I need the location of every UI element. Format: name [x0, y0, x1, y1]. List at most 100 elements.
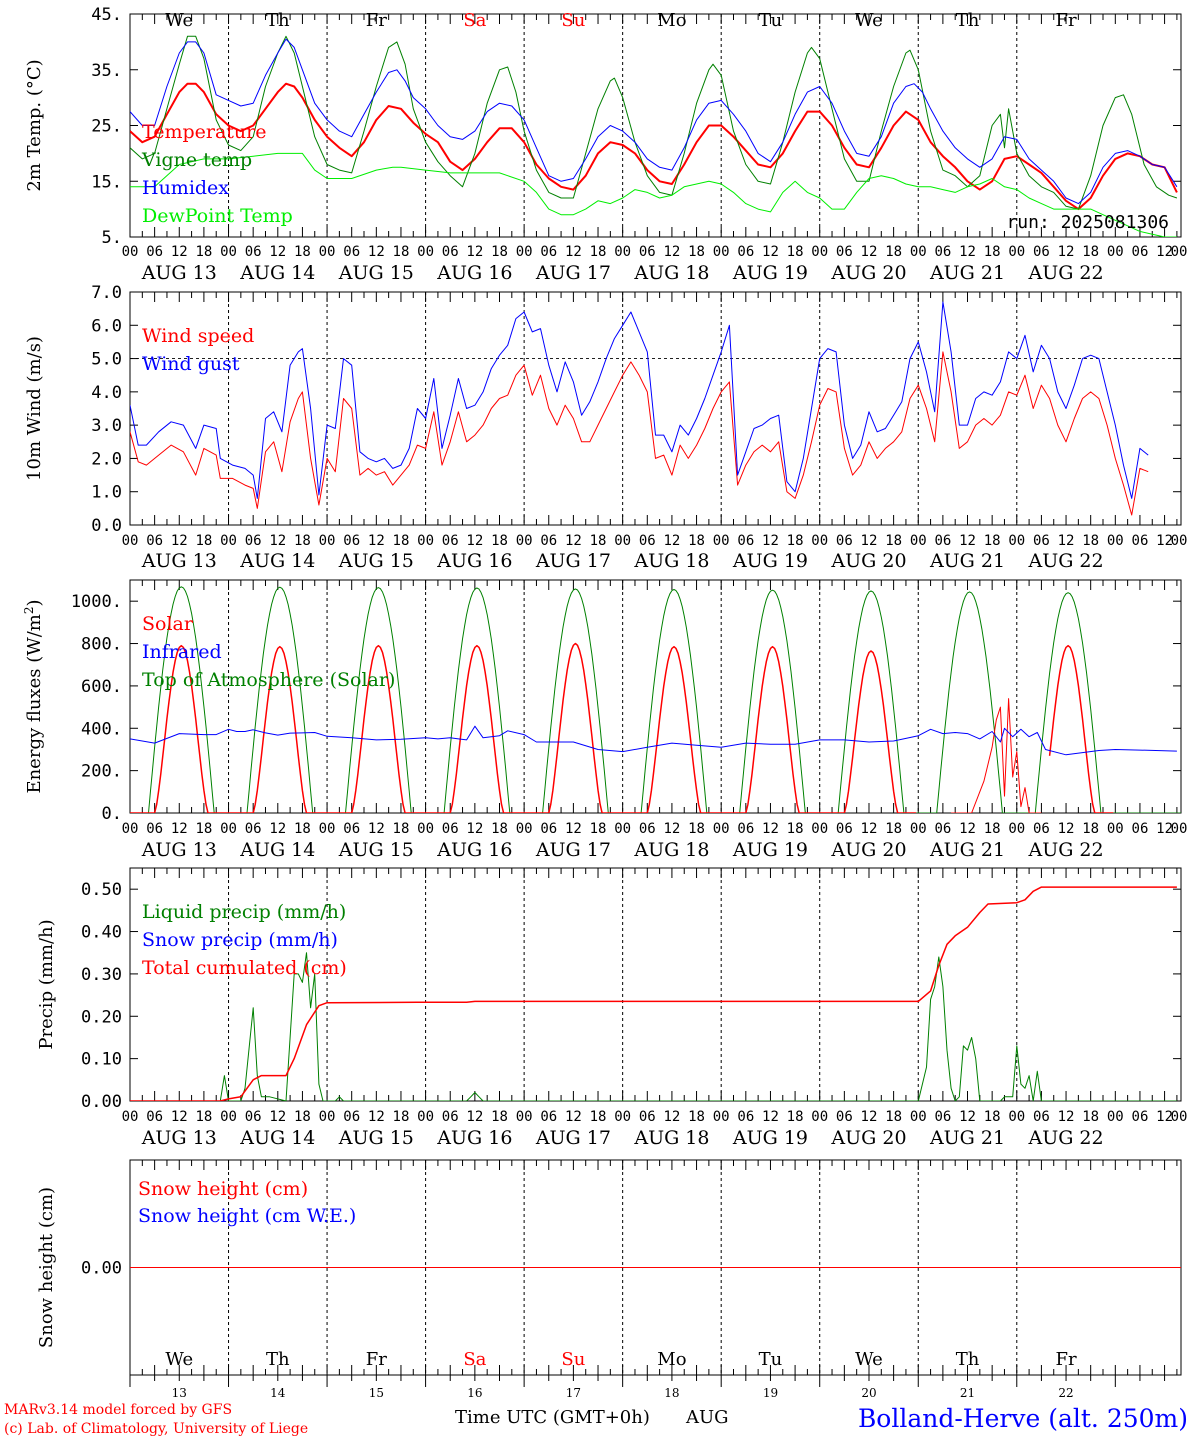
- x-tick-label: 00: [319, 821, 336, 837]
- x-tick-label: 18: [688, 1109, 705, 1125]
- y-tick-label: 0.20: [81, 1007, 122, 1027]
- x-tick-label: 12: [762, 533, 779, 549]
- date-label: AUG 22: [1027, 839, 1103, 861]
- x-tick-label: 12: [861, 533, 878, 549]
- legend-entry: Snow height (cm): [138, 1178, 308, 1200]
- legend-entry: Wind speed: [142, 325, 254, 347]
- x-tick-label: 12: [1058, 821, 1075, 837]
- x-tick-label: 12: [171, 244, 188, 260]
- x-tick-label: 12: [171, 533, 188, 549]
- date-label: AUG 15: [338, 262, 414, 284]
- day-number: 19: [763, 1386, 778, 1400]
- x-tick-label: 18: [590, 533, 607, 549]
- x-tick-label: 12: [1156, 821, 1173, 837]
- x-tick-label: 00: [1171, 821, 1188, 837]
- x-tick-label: 00: [1171, 533, 1188, 549]
- weekday-label: Tu: [759, 10, 783, 31]
- x-tick-label: 12: [171, 821, 188, 837]
- x-tick-label: 18: [787, 821, 804, 837]
- x-tick-label: 18: [590, 1109, 607, 1125]
- y-tick-label: 2.0: [91, 449, 122, 469]
- series-group: [130, 586, 1181, 813]
- date-label: AUG 17: [535, 839, 611, 861]
- x-tick-label: 00: [811, 244, 828, 260]
- x-tick-label: 00: [1008, 533, 1025, 549]
- x-tick-label: 00: [614, 821, 631, 837]
- date-label: AUG 16: [436, 550, 512, 572]
- x-tick-label: 00: [220, 821, 237, 837]
- legend-entry: Top of Atmosphere (Solar): [142, 669, 395, 691]
- x-tick-label: 12: [959, 821, 976, 837]
- y-tick-label: 800.: [81, 635, 122, 655]
- date-label: AUG 14: [239, 839, 315, 861]
- weekday-label: Su: [561, 10, 585, 31]
- x-tick-label: 12: [269, 821, 286, 837]
- x-tick-label: 00: [417, 533, 434, 549]
- x-tick-label: 06: [836, 533, 853, 549]
- x-tick-label: 06: [146, 1109, 163, 1125]
- x-tick-label: 00: [319, 533, 336, 549]
- x-tick-label: 06: [442, 1109, 459, 1125]
- x-tick-label: 06: [836, 1109, 853, 1125]
- x-tick-label: 12: [565, 1109, 582, 1125]
- x-tick-label: 18: [1082, 533, 1099, 549]
- x-tick-label: 12: [663, 821, 680, 837]
- date-label: AUG 19: [732, 839, 808, 861]
- x-tick-label: 00: [614, 244, 631, 260]
- x-tick-label: 06: [737, 244, 754, 260]
- x-tick-label: 06: [1033, 821, 1050, 837]
- day-number: 17: [566, 1386, 581, 1400]
- x-tick-label: 00: [516, 533, 533, 549]
- series-line-1: [130, 725, 1177, 756]
- y-tick-label: 4.0: [91, 383, 122, 403]
- weekday-label: Th: [956, 10, 980, 31]
- x-tick-label: 00: [319, 1109, 336, 1125]
- x-tick-label: 18: [393, 244, 410, 260]
- y-tick-label: 45.: [91, 5, 122, 25]
- y-tick-label: 0.: [102, 804, 122, 824]
- date-label: AUG 21: [929, 550, 1005, 572]
- day-number: 14: [270, 1386, 286, 1400]
- x-tick-label: 18: [1082, 244, 1099, 260]
- x-tick-label: 06: [540, 244, 557, 260]
- y-tick-label: 0.00: [81, 1259, 122, 1279]
- y-tick-label: 15.: [91, 172, 122, 192]
- x-tick-label: 18: [688, 821, 705, 837]
- x-tick-label: 00: [220, 533, 237, 549]
- date-label: AUG 19: [732, 262, 808, 284]
- date-label: AUG 13: [141, 839, 217, 861]
- weekday-label: Fr: [366, 10, 387, 31]
- y-tick-label: 5.: [102, 228, 122, 248]
- y-tick-label: 6.0: [91, 316, 122, 336]
- x-tick-label: 18: [787, 244, 804, 260]
- x-tick-label: 18: [984, 533, 1001, 549]
- x-tick-label: 06: [934, 244, 951, 260]
- x-tick-label: 12: [269, 244, 286, 260]
- x-tick-label: 00: [122, 821, 139, 837]
- date-label: AUG 18: [633, 1127, 709, 1149]
- x-tick-label: 06: [540, 1109, 557, 1125]
- x-tick-label: 12: [466, 244, 483, 260]
- date-label: AUG 21: [929, 1127, 1005, 1149]
- legend-entry: Infrared: [142, 641, 222, 663]
- x-tick-label: 18: [885, 533, 902, 549]
- day-number: 16: [467, 1386, 482, 1400]
- x-tick-label: 00: [910, 1109, 927, 1125]
- day-number: 21: [960, 1386, 975, 1400]
- date-label: AUG 14: [239, 550, 315, 572]
- x-tick-label: 18: [491, 821, 508, 837]
- y-tick-label: 1.0: [91, 483, 122, 503]
- unit-superscript: 2: [22, 606, 36, 614]
- x-tick-label: 12: [466, 1109, 483, 1125]
- date-label: AUG 13: [141, 262, 217, 284]
- x-tick-label: 06: [1033, 244, 1050, 260]
- date-label: AUG 20: [830, 262, 906, 284]
- x-tick-label: 18: [195, 821, 212, 837]
- date-label: AUG 22: [1027, 1127, 1103, 1149]
- x-tick-label: 12: [171, 1109, 188, 1125]
- x-tick-label: 00: [811, 1109, 828, 1125]
- x-tick-label: 18: [294, 533, 311, 549]
- date-label: AUG 13: [141, 1127, 217, 1149]
- day-number: 22: [1058, 1386, 1073, 1400]
- legend-entry: Liquid precip (mm/h): [142, 901, 346, 923]
